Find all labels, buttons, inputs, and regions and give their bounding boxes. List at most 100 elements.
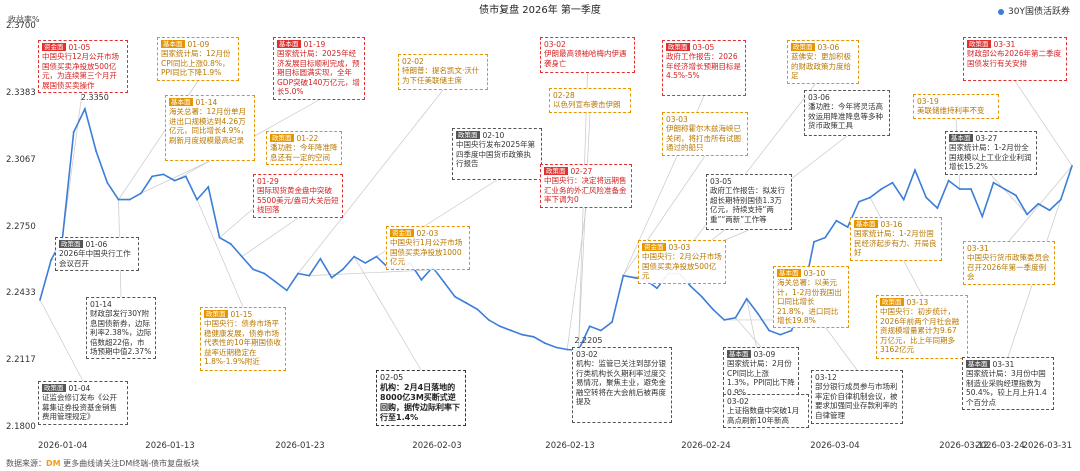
series-point xyxy=(857,200,860,203)
annotation-box: 01-14 财政部发行30Y附息国债新券，边际利率2.38%，边际倍数超22倍，市… xyxy=(86,297,156,360)
annotation-text: 伊朗称霍尔木兹海峡已关闭，将打击所有试图通过的船只 xyxy=(666,124,741,153)
series-point xyxy=(745,297,748,300)
annotation-tag: 政策面 xyxy=(880,298,904,307)
point-value-label: 2.3350 xyxy=(80,92,109,102)
series-point xyxy=(824,236,827,239)
annotation-date: 03-16 xyxy=(880,220,903,229)
annotation-leader-line xyxy=(297,89,444,274)
series-point xyxy=(196,198,198,201)
series-point xyxy=(252,268,255,271)
series-point xyxy=(128,198,131,201)
series-point xyxy=(925,196,928,199)
y-tick-label: 2.2433 xyxy=(6,288,36,299)
series-point xyxy=(476,308,479,311)
x-tick-label: 2026-03-04 xyxy=(810,441,860,451)
annotation-date: 01-04 xyxy=(68,384,91,393)
annotation-text: 国家统计局：12月份CPI同比上涨0.8%，PPI同比下降1.9% xyxy=(161,49,231,78)
y-tick-label: 2.3067 xyxy=(6,154,36,165)
annotation-date: 02-03 xyxy=(416,229,439,238)
series-point xyxy=(543,342,546,345)
annotation-text: 蓝佛安：更加积极的财政政策力度给足 xyxy=(791,52,851,81)
series-point xyxy=(263,272,266,275)
annotation-leader-line xyxy=(1008,165,1073,242)
series-point xyxy=(734,316,737,319)
annotation-box: 资金面 01-05 中国央行12月公开市场国债买卖净投放500亿元，为连续第三个月开… xyxy=(38,40,128,93)
annotation-text: 机构：2月4日落地的8000亿3M买断式逆回购，据传边际利率下行至1.4% xyxy=(380,383,460,422)
annotation-box: 基本面 01-09 国家统计局：12月份CPI同比上涨0.8%，PPI同比下降1.9… xyxy=(157,37,239,81)
annotation-leader-line xyxy=(140,160,211,194)
series-point xyxy=(308,274,311,277)
series-point xyxy=(992,181,995,184)
annotation-tag: 基本面 xyxy=(854,220,878,229)
series-point xyxy=(218,236,221,239)
annotation-box: 政策面 01-22 潘功胜：今年降准降息还有一定的空间 xyxy=(266,131,342,166)
annotation-text: 中国央行1月公开市场国债买卖净投放1000亿元 xyxy=(390,238,463,267)
annotation-tag: 资金面 xyxy=(390,229,414,238)
annotation-date: 03-05 xyxy=(692,43,715,52)
annotation-date: 02-10 xyxy=(482,131,505,140)
annotation-date: 03-31 xyxy=(993,40,1016,49)
annotation-box: 基本面 03-10 海关总署：以美元计，1-2月份我国出口同比增长21.8%，进口同… xyxy=(773,266,849,329)
chart-title: 债市复盘 2026年 第一季度 xyxy=(479,5,601,16)
x-tick-label: 2026-01-04 xyxy=(38,441,88,451)
series-point xyxy=(566,348,569,351)
annotation-leader-line xyxy=(735,317,762,348)
annotation-tag: 基本面 xyxy=(727,350,751,359)
annotation-box: 资金面 03-03 中国央行：2月公开市场国债买卖净投放500亿元 xyxy=(638,240,726,284)
annotation-text: 证监会修订发布《公开募集证券投资基金销售费用管理规定》 xyxy=(42,393,117,422)
series-point xyxy=(611,321,613,323)
x-tick-label: 2026-03-31 xyxy=(1022,441,1072,451)
series-point xyxy=(151,175,154,178)
annotation-text: 国家统计局：2月份CPI同比上涨1.3%，PPI同比下降0.9% xyxy=(727,359,795,397)
annotation-box: 02-05 机构：2月4日落地的8000亿3M买断式逆回购，据传边际利率下行至1.… xyxy=(376,370,466,426)
annotation-leader-line xyxy=(578,111,591,351)
annotation-date: 03-02 xyxy=(544,40,566,49)
series-point xyxy=(1048,209,1051,212)
series-point xyxy=(454,295,456,298)
annotation-tag: 基本面 xyxy=(169,98,193,107)
series-point xyxy=(229,243,232,245)
annotation-date: 03-12 xyxy=(815,373,837,382)
series-point xyxy=(353,255,355,258)
annotation-date: 03-19 xyxy=(917,97,939,106)
annotation-box: 基本面 03-31 国家统计局：3月份中国制造业采购经理指数为50.4%，较上月上升… xyxy=(962,357,1054,410)
footer-text: 更多曲线请关注DM终端-债市复盘板块 xyxy=(63,459,200,468)
annotation-box: 基本面 03-16 国家统计局：1-2月份国民经济起步有力、开局良好 xyxy=(850,217,942,261)
series-point xyxy=(599,329,602,332)
annotation-text: 美联储维持利率不变 xyxy=(917,106,985,116)
annotation-tag: 资金面 xyxy=(42,43,66,52)
series-point xyxy=(521,333,524,336)
legend-label: 30Y国债活跃券 xyxy=(1008,7,1070,17)
annotation-text: 中国央行12月公开市场国债买卖净投放500亿元，为连续第三个月开展国债买卖操作 xyxy=(42,52,120,90)
legend-marker-icon xyxy=(998,8,1005,15)
annotation-text: 上证指数盘中突破1月高点刷新10年新高 xyxy=(727,406,800,425)
series-point xyxy=(375,255,378,258)
series-point xyxy=(689,285,692,288)
series-point xyxy=(207,186,210,188)
annotation-text: 中国央行：初步统计，2026年前两个月社会融资规模增量累计为9.67万亿元，比上… xyxy=(880,307,960,354)
series-point xyxy=(532,335,535,338)
legend[interactable]: 30Y国债活跃券 xyxy=(998,4,1070,17)
annotation-text: 中国央行：债券市场平稳健康发展，债券市场代表性的10年期国债收益率近期稳定在1.… xyxy=(204,319,282,366)
annotation-date: 03-03 xyxy=(668,243,691,252)
series-point xyxy=(274,281,277,283)
series-point xyxy=(902,198,905,201)
annotation-box: 03-02 机构：监管已关注到部分银行类机构长久期利率过度交易情况，聚焦主业，避免… xyxy=(572,347,672,423)
annotation-date: 02-27 xyxy=(570,167,593,176)
annotation-text: 海关总署：12月份单月进出口规模达到4.26万亿元，同比增长4.9%，刷新月度规… xyxy=(169,107,249,145)
annotation-tag: 基本面 xyxy=(966,360,990,369)
annotation-date: 01-14 xyxy=(90,300,112,309)
annotation-text: 国家统计局：3月份中国制造业采购经理指数为50.4%，较上月上升1.4个百分点 xyxy=(966,369,1047,407)
series-point xyxy=(768,329,771,332)
series-point xyxy=(50,258,53,261)
series-point xyxy=(790,329,793,332)
annotation-box: 03-06 潘功胜：今年将灵活高效运用降准降息等多种货币政策工具 xyxy=(804,90,890,136)
series-point xyxy=(846,226,849,228)
annotation-text: 政府工作报告：2026年经济增长预期目标是4.5%-5% xyxy=(666,52,741,81)
series-point xyxy=(420,278,423,281)
footer: 数据来源：DM 更多曲线请关注DM终端-债市复盘板块 xyxy=(6,458,199,469)
annotation-tag: 资金面 xyxy=(642,243,666,252)
series-point xyxy=(723,319,726,321)
annotation-leader-line xyxy=(578,72,588,351)
y-tick-label: 2.1800 xyxy=(6,422,36,432)
